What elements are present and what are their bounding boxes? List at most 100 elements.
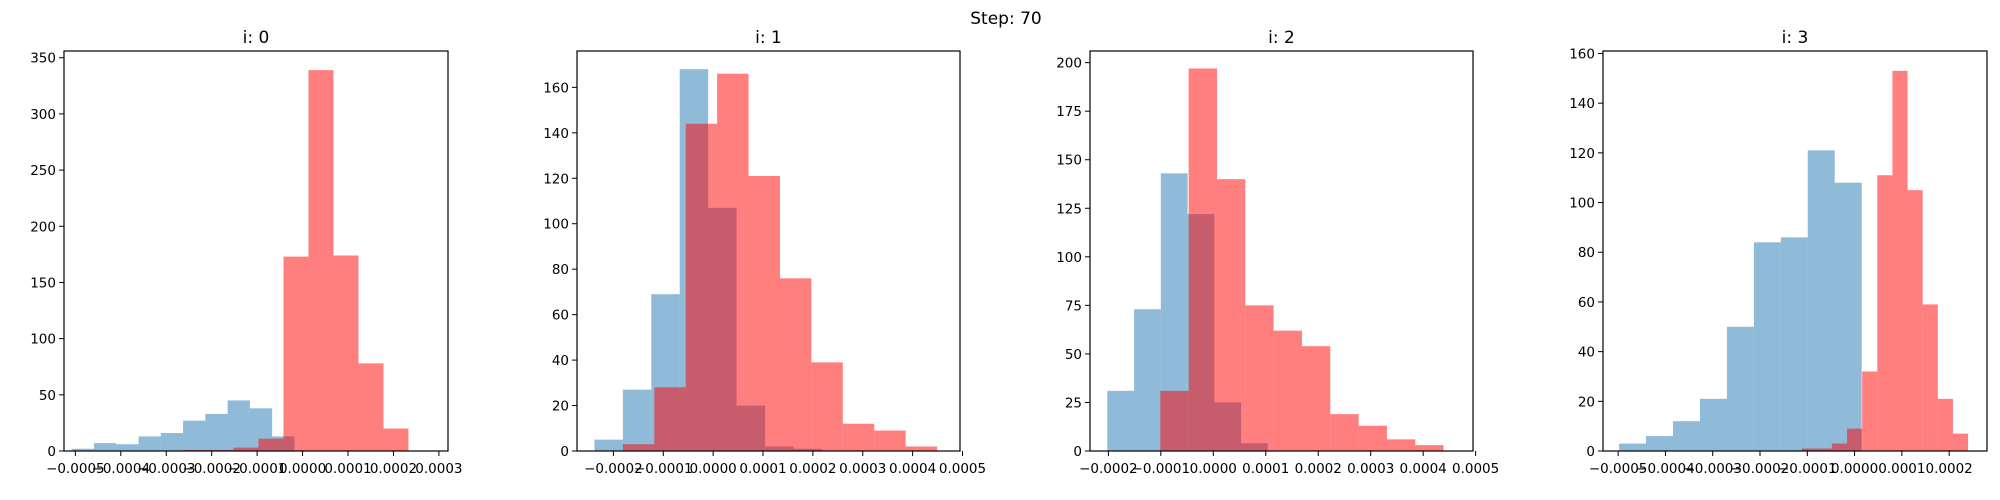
histogram-bar bbox=[1801, 448, 1817, 451]
x-tick-label: 0.0001 bbox=[739, 461, 786, 477]
histogram-bar bbox=[717, 73, 749, 451]
y-tick-label: 350 bbox=[30, 51, 56, 67]
histogram-bar bbox=[183, 420, 206, 451]
x-tick-label: 0.0003 bbox=[415, 461, 462, 477]
y-tick-label: 160 bbox=[1569, 46, 1595, 62]
x-tick-label: 0.0003 bbox=[839, 461, 886, 477]
y-tick-label: 200 bbox=[30, 219, 56, 235]
y-tick-label: 0 bbox=[47, 444, 56, 460]
histogram-bar bbox=[1877, 175, 1893, 451]
y-tick-label: 0 bbox=[560, 444, 569, 460]
x-tick-label: 0.0002 bbox=[370, 461, 417, 477]
y-tick-label: 80 bbox=[1578, 245, 1595, 261]
histogram-bar bbox=[905, 446, 938, 451]
histogram-bar bbox=[1847, 428, 1863, 451]
x-tick-label: −0.0004 bbox=[92, 461, 151, 477]
histogram-bar bbox=[227, 400, 250, 451]
x-tick-label: −0.0001 bbox=[1132, 461, 1191, 477]
series-red bbox=[1160, 68, 1444, 451]
y-tick-label: 100 bbox=[543, 217, 569, 233]
axes-frame bbox=[576, 50, 961, 452]
histogram-bar bbox=[1134, 309, 1161, 451]
histogram-bar bbox=[748, 176, 780, 451]
x-tick-label: 0.0000 bbox=[690, 461, 737, 477]
histogram-bar bbox=[233, 447, 259, 451]
y-tick-label: 200 bbox=[1056, 56, 1082, 72]
y-tick-label: 75 bbox=[1065, 298, 1082, 314]
histogram-bar bbox=[1216, 179, 1246, 451]
x-tick-label: −0.0005 bbox=[46, 461, 105, 477]
y-tick-label: 175 bbox=[1056, 104, 1082, 120]
x-tick-label: −0.0003 bbox=[137, 461, 196, 477]
y-tick-label: 40 bbox=[552, 353, 569, 369]
histogram-bar bbox=[1646, 436, 1673, 451]
y-tick-label: 50 bbox=[39, 388, 56, 404]
axes-frame bbox=[1602, 50, 1988, 452]
subplot-title: i: 0 bbox=[243, 28, 270, 48]
histogram-bar bbox=[1753, 242, 1781, 451]
histogram-bar bbox=[116, 444, 139, 451]
histogram-bar bbox=[1831, 443, 1848, 451]
series-red bbox=[183, 70, 409, 451]
x-tick-label: −0.0002 bbox=[1079, 461, 1138, 477]
histogram-bar bbox=[138, 436, 161, 451]
histogram-bar bbox=[1330, 414, 1359, 451]
x-tick-label: 0.0002 bbox=[789, 461, 836, 477]
y-tick-label: 40 bbox=[1578, 345, 1595, 361]
histogram-bar bbox=[1273, 330, 1302, 451]
x-tick-label: −0.0002 bbox=[1731, 461, 1790, 477]
x-tick-label: 0.0005 bbox=[939, 461, 986, 477]
x-tick-label: −0.0001 bbox=[634, 461, 693, 477]
y-tick-label: 140 bbox=[1569, 96, 1595, 112]
y-tick-label: 60 bbox=[1578, 295, 1595, 311]
y-tick-label: 0 bbox=[1073, 444, 1082, 460]
histogram-bar bbox=[1780, 237, 1808, 451]
y-tick-label: 150 bbox=[1056, 153, 1082, 169]
x-tick-label: 0.0003 bbox=[1347, 461, 1394, 477]
y-tick-label: 150 bbox=[30, 275, 56, 291]
histogram-bar bbox=[654, 387, 686, 451]
subplot-0: −0.0005−0.0004−0.0003−0.0002−0.00010.000… bbox=[30, 28, 462, 477]
x-tick-label: 0.0000 bbox=[1190, 461, 1237, 477]
x-tick-label: 0.0001 bbox=[1878, 461, 1925, 477]
x-tick-label: −0.0005 bbox=[1589, 461, 1648, 477]
y-tick-label: 20 bbox=[1578, 394, 1595, 410]
x-tick-label: 0.0004 bbox=[1400, 461, 1447, 477]
histogram-bar bbox=[71, 448, 94, 451]
histogram-bar bbox=[1699, 398, 1727, 451]
y-tick-label: 50 bbox=[1065, 347, 1082, 363]
y-tick-label: 0 bbox=[1586, 444, 1595, 460]
y-tick-label: 60 bbox=[552, 308, 569, 324]
histogram-bar bbox=[1301, 346, 1331, 451]
histogram-bar bbox=[811, 362, 843, 451]
histogram-bar bbox=[1245, 305, 1274, 451]
y-tick-label: 250 bbox=[30, 163, 56, 179]
x-tick-label: 0.0005 bbox=[1452, 461, 1499, 477]
histogram-bar bbox=[1672, 421, 1700, 451]
histogram-bar bbox=[622, 389, 652, 451]
histogram-bar bbox=[1952, 433, 1969, 451]
histogram-bar bbox=[1358, 425, 1387, 451]
histogram-bar bbox=[874, 430, 906, 451]
histogram-bar bbox=[308, 70, 334, 451]
y-tick-label: 20 bbox=[552, 399, 569, 415]
series-red bbox=[622, 73, 938, 451]
histogram-bar bbox=[383, 428, 409, 451]
y-tick-label: 120 bbox=[543, 171, 569, 187]
y-tick-label: 100 bbox=[30, 332, 56, 348]
subplot-title: i: 2 bbox=[1268, 28, 1295, 48]
x-tick-label: −0.0003 bbox=[1683, 461, 1742, 477]
subplot-title: i: 1 bbox=[755, 28, 782, 48]
y-tick-label: 140 bbox=[543, 126, 569, 142]
histogram-bar bbox=[333, 255, 359, 451]
histogram-bar bbox=[1726, 326, 1754, 451]
histogram-bar bbox=[1807, 150, 1835, 451]
histogram-bar bbox=[594, 439, 623, 451]
histogram-bar bbox=[1834, 182, 1862, 451]
subplot-2: −0.0002−0.0001 0.0000 0.0001 0.0002 0.0003 0.… bbox=[1056, 28, 1499, 477]
histogram-bar bbox=[1386, 439, 1416, 451]
x-tick-label: 0.0002 bbox=[1295, 461, 1342, 477]
histogram-bar bbox=[1892, 70, 1908, 451]
y-tick-label: 300 bbox=[30, 107, 56, 123]
